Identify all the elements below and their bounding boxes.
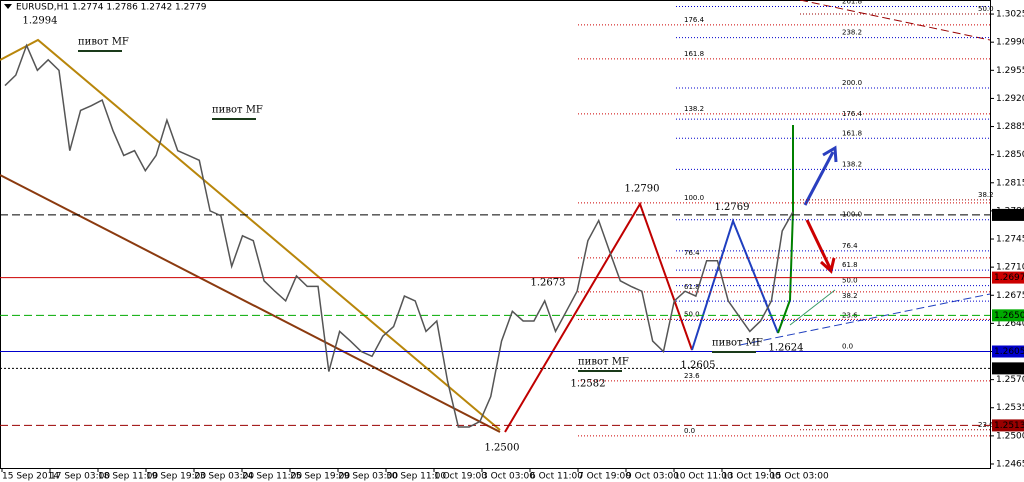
y-tick-label: 1.2570: [996, 375, 1024, 385]
price-annotation: 1.2605: [681, 360, 716, 371]
x-tick-label: 17 Sep 03:00: [50, 472, 110, 482]
fib-label: 176.4: [842, 110, 863, 118]
fib-label: 76.4: [684, 249, 700, 257]
y-tick-label: 1.2850: [996, 150, 1024, 160]
x-tick-label: 10 Oct 11:00: [674, 472, 733, 482]
y-tick-label: 1.3025: [996, 10, 1024, 20]
x-tick-label: 23 Sep 03:00: [194, 472, 254, 482]
trend-line: [0, 174, 501, 433]
x-tick-label: 29 Sep 03:00: [338, 472, 398, 482]
fib-label: 138.2: [842, 160, 862, 168]
price-tag: [992, 208, 1024, 221]
price-tag-label: 1.2584: [994, 364, 1024, 374]
x-tick-label: 13 Oct 19:00: [722, 472, 781, 482]
y-tick-label: 1.2675: [996, 291, 1024, 301]
x-tick-label: 15 Sep 2014: [2, 472, 59, 482]
arrow: [805, 219, 832, 269]
x-tick-label: 30 Sep 11:00: [386, 472, 446, 482]
price-tag: [992, 362, 1024, 375]
price-annotation: 1.2994: [23, 15, 58, 26]
fib-label: 38.2: [978, 191, 994, 199]
fib-label: 161.8: [842, 129, 862, 137]
y-tick-label: 1.2500: [996, 431, 1024, 441]
chart-title: EURUSD,H1 1.2774 1.2786 1.2742 1.2779: [16, 3, 207, 13]
x-tick-label: 6 Oct 11:00: [530, 472, 583, 482]
price-tag-label: 1.2513: [994, 421, 1024, 431]
x-tick-label: 3 Oct 03:00: [482, 472, 535, 482]
price-tag-label: 1.2775: [994, 210, 1024, 220]
fib-label: 176.4: [684, 16, 705, 24]
y-tick-label: 1.2465: [996, 459, 1024, 469]
pivot-label: пивот MF: [712, 338, 763, 349]
x-tick-label: 24 Sep 11:00: [242, 472, 302, 482]
fib-label: 76.4: [842, 242, 858, 250]
price-annotation: 1.2673: [531, 277, 566, 288]
pivot-label: пивот MF: [578, 357, 629, 368]
y-tick-label: 1.2710: [996, 263, 1024, 273]
y-tick-label: 1.2920: [996, 94, 1024, 104]
fib-label: 61.8: [842, 261, 858, 269]
x-tick-label: 19 Sep 19:00: [146, 472, 206, 482]
plot-frame: [0, 0, 991, 469]
arrow: [803, 151, 835, 206]
price-tag: [992, 345, 1024, 358]
fib-label: 0.0: [684, 427, 695, 435]
menu-triangle: [4, 4, 12, 9]
trend-line: [0, 38, 501, 431]
pivot-label: пивот MF: [78, 37, 129, 48]
fib-label: 161.8: [684, 50, 704, 58]
y-tick-label: 1.2955: [996, 66, 1024, 76]
y-tick-label: 1.2745: [996, 235, 1024, 245]
price-annotation: 1.2769: [715, 202, 750, 213]
trend-line: [739, 293, 991, 346]
fib-label: 261.8: [842, 0, 862, 6]
y-tick-label: 1.2885: [996, 122, 1024, 132]
x-tick-label: 1 Oct 19:00: [434, 472, 487, 482]
price-tag: [992, 271, 1024, 284]
y-tick-label: 1.2640: [996, 319, 1024, 329]
fib-label: 238.2: [842, 29, 862, 37]
price-annotation: 1.2624: [769, 343, 804, 354]
arrow-head: [819, 257, 836, 274]
fib-label: 50.0: [684, 310, 700, 318]
price-tag-label: 1.2605: [994, 347, 1024, 357]
x-tick-label: 25 Sep 19:00: [290, 472, 350, 482]
arrow-head: [822, 145, 838, 163]
fib-label: 200.0: [842, 79, 862, 87]
price-tag-label: 1.2650: [994, 311, 1024, 321]
fib-label: 23.6: [842, 311, 858, 319]
trend-line: [799, 0, 991, 41]
fib-label: 100.0: [684, 194, 704, 202]
fib-label: 138.2: [684, 105, 704, 113]
x-tick-label: 18 Sep 11:00: [98, 472, 158, 482]
fib-label: 38.2: [842, 292, 858, 300]
zigzag: [691, 218, 779, 351]
y-tick-label: 1.2535: [996, 403, 1024, 413]
x-tick-label: 7 Oct 19:00: [578, 472, 631, 482]
price-annotation: 1.2500: [485, 442, 520, 453]
y-tick-label: 1.2815: [996, 178, 1024, 188]
fib-label: 50.0: [978, 5, 994, 13]
x-tick-label: 9 Oct 03:00: [626, 472, 679, 482]
fib-label: 61.8: [684, 283, 700, 291]
x-tick-label: 15 Oct 03:00: [770, 472, 829, 482]
fib-label: 50.0: [842, 277, 858, 285]
price-line: [4, 43, 794, 428]
price-tag: [992, 419, 1024, 432]
price-tag-label: 1.2697: [994, 273, 1024, 283]
price-tag: [992, 309, 1024, 322]
fib-label: 23.6: [684, 372, 700, 380]
y-tick-label: 1.2990: [996, 38, 1024, 48]
price-annotation: 1.2790: [625, 183, 660, 194]
fib-label: 23.6: [978, 421, 994, 429]
fib-label: 0.0: [842, 343, 853, 351]
pivot-label: пивот MF: [212, 105, 263, 116]
zigzag: [777, 125, 794, 334]
price-annotation: 1.2582: [571, 378, 606, 389]
